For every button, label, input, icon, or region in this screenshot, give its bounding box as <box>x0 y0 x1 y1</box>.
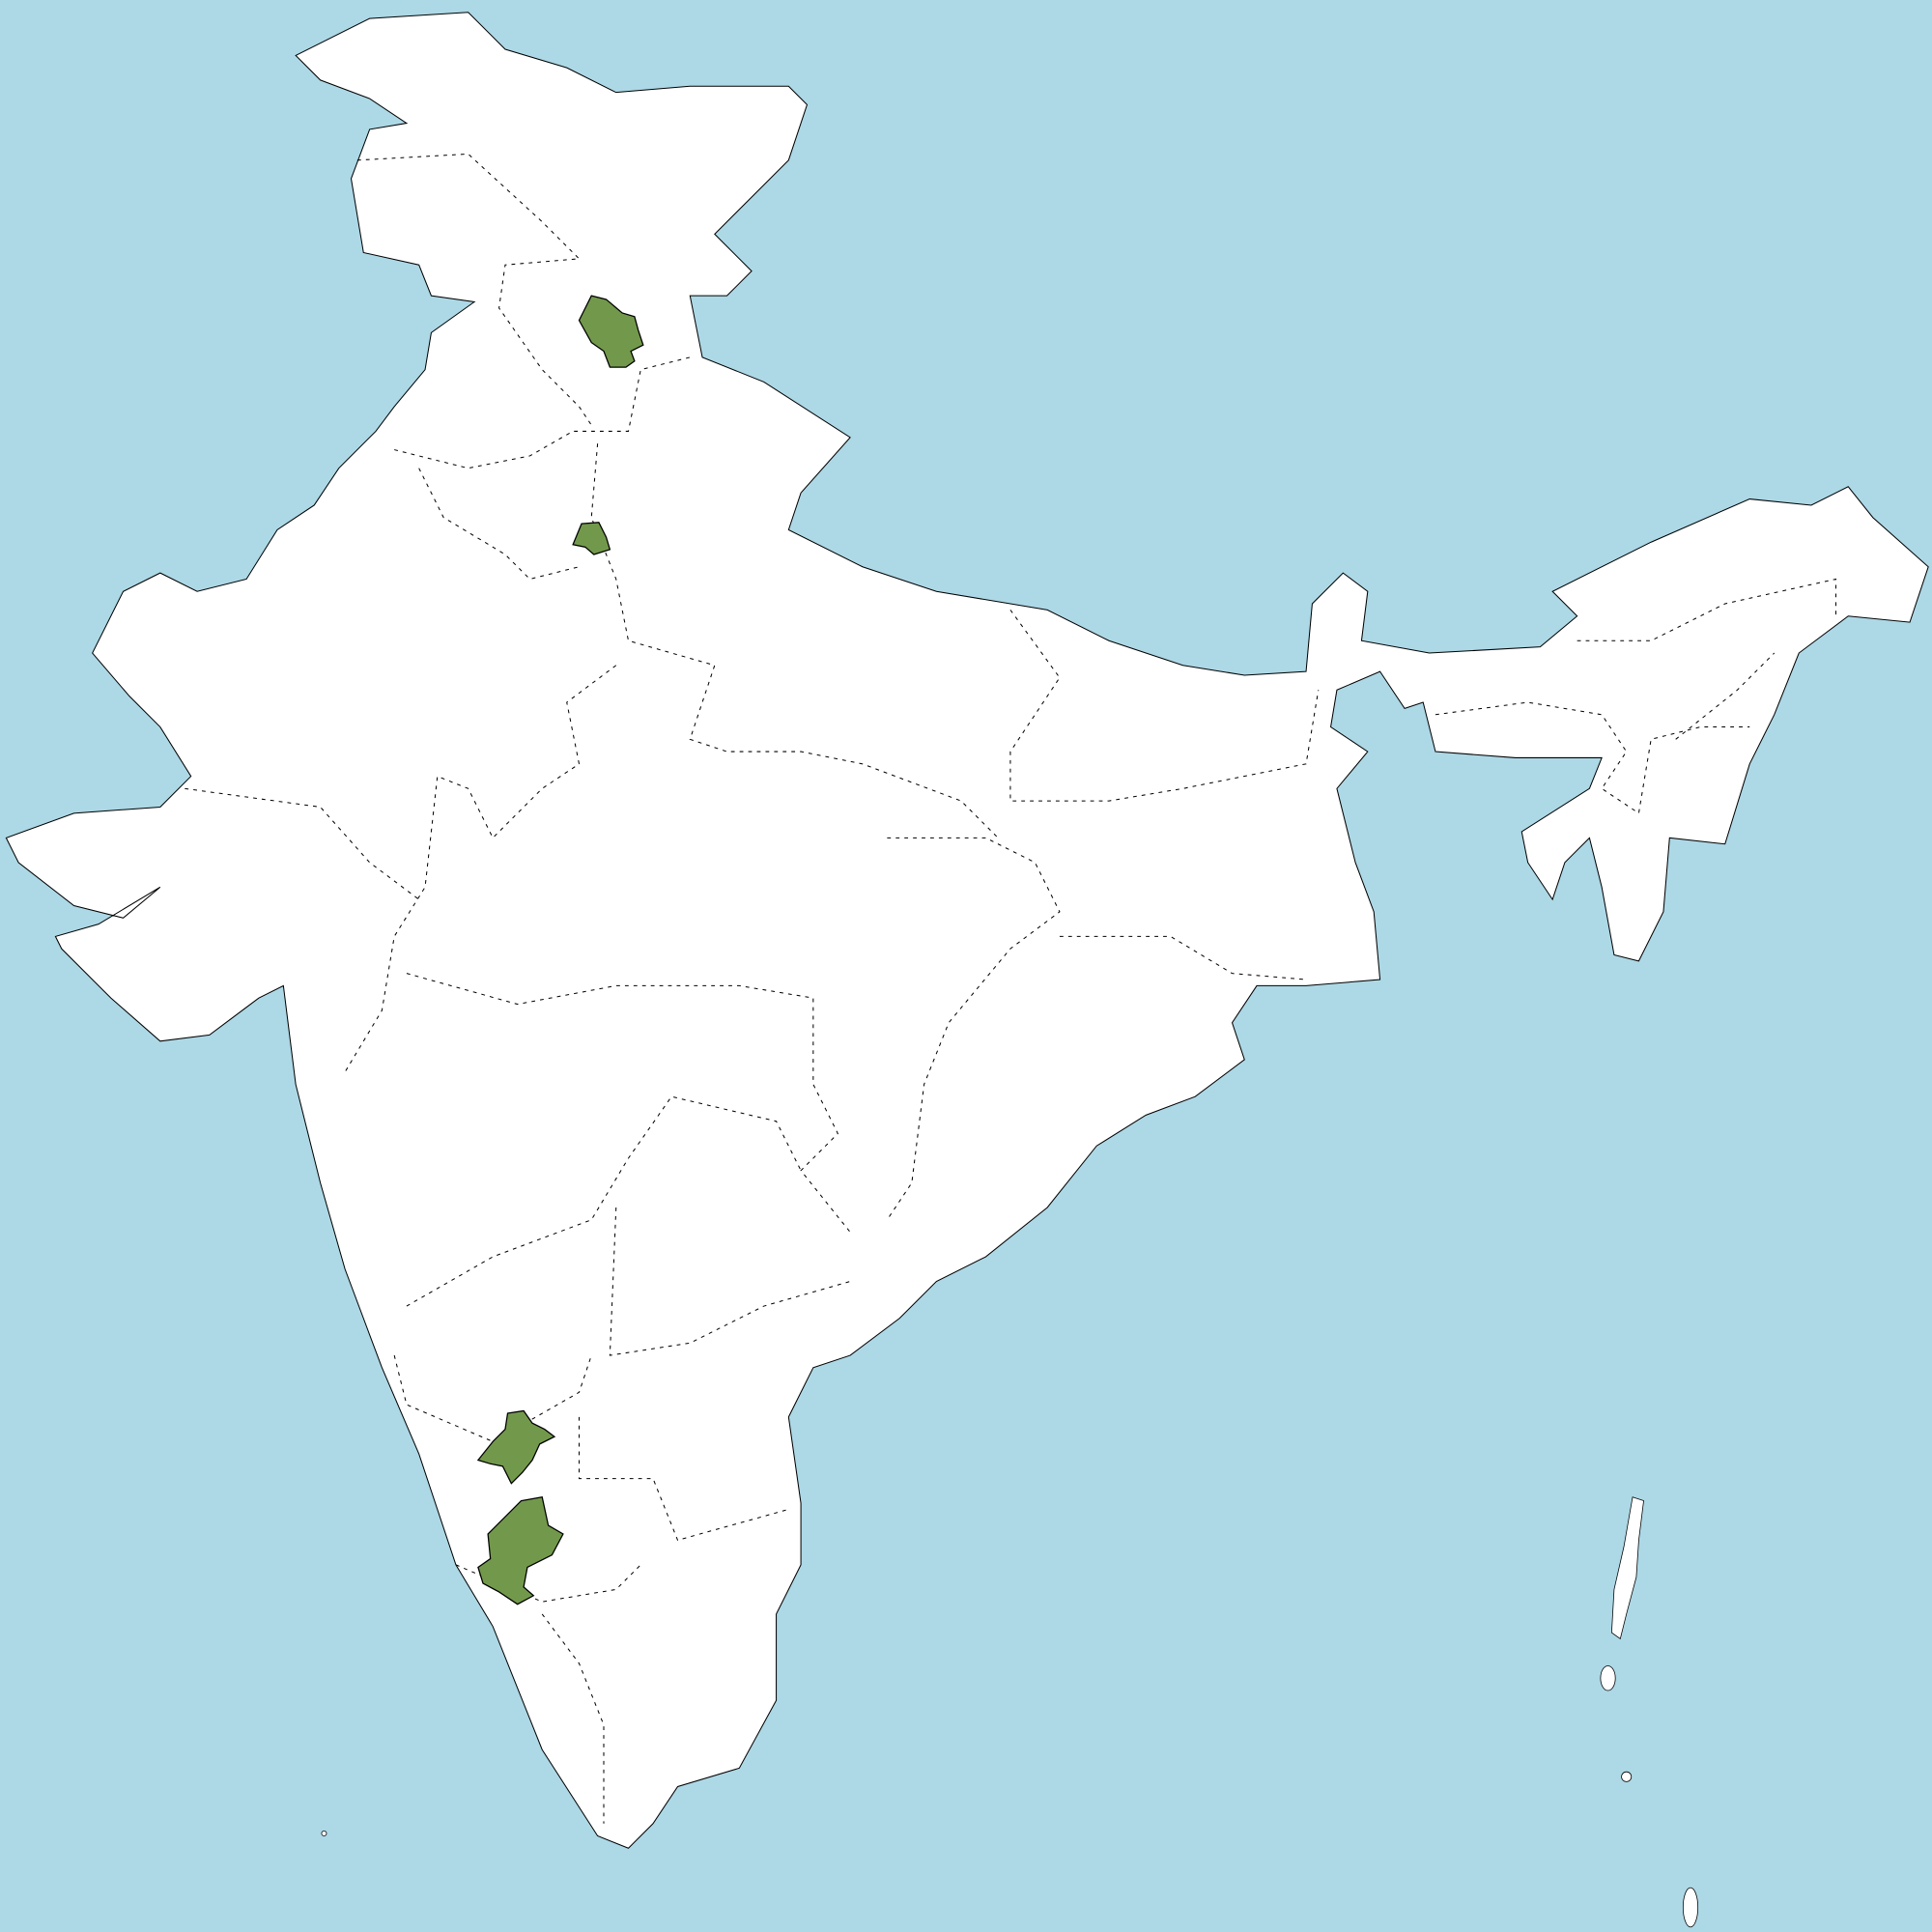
islands <box>321 1496 1699 1928</box>
state-borders <box>185 153 1837 1824</box>
district-north-1[interactable] <box>578 295 644 368</box>
nicobar-island-1[interactable] <box>1600 1665 1616 1691</box>
district-south-1[interactable] <box>476 1409 556 1485</box>
district-south-2[interactable] <box>477 1496 564 1605</box>
district-north-2[interactable] <box>572 522 611 555</box>
highlighted-districts <box>476 295 644 1605</box>
andaman-islands[interactable] <box>1610 1496 1644 1640</box>
nicobar-island-2[interactable] <box>1621 1771 1633 1782</box>
lakshadweep-island[interactable] <box>321 1831 327 1836</box>
india-mainland[interactable] <box>5 12 1929 1849</box>
nicobar-island-3[interactable] <box>1682 1887 1699 1928</box>
